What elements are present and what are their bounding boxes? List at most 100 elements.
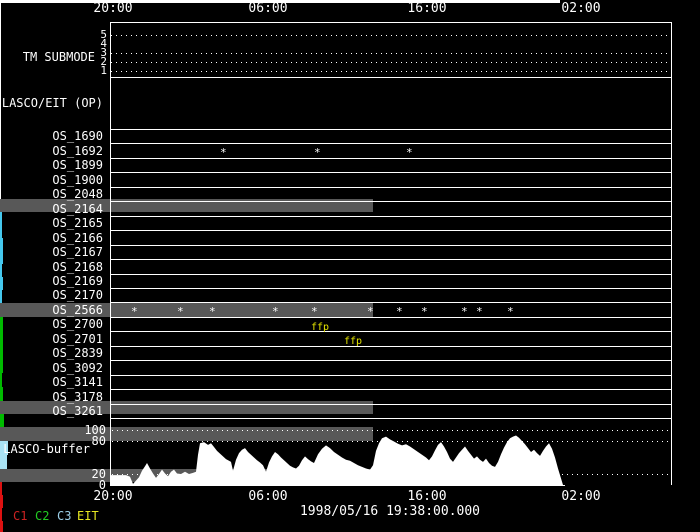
time-axis-tick bbox=[0, 27, 1, 32]
time-axis-tick bbox=[0, 155, 1, 160]
tm-level-label: 2 bbox=[100, 55, 107, 68]
tm-dotted-gridline bbox=[111, 53, 671, 54]
os-row-label: OS_1900 bbox=[52, 173, 103, 187]
os-row-label: OS_2164 bbox=[52, 202, 103, 216]
row-separator-line bbox=[110, 389, 672, 390]
buffer-gridline bbox=[112, 430, 671, 431]
tick-mark bbox=[0, 414, 4, 427]
buffer-baseline bbox=[110, 485, 565, 486]
row-separator-line bbox=[110, 259, 672, 260]
asterisk-marker: * bbox=[177, 305, 184, 318]
row-separator-line bbox=[110, 404, 672, 405]
os-row-label: OS_2165 bbox=[52, 216, 103, 230]
legend-item-c2: C2 bbox=[35, 509, 50, 523]
time-axis-tick bbox=[0, 184, 1, 189]
top-time-label: 20:00 bbox=[93, 1, 133, 16]
os-row-label: OS_1690 bbox=[52, 129, 103, 143]
os-row-label: OS_2839 bbox=[52, 346, 103, 360]
top-time-label: 02:00 bbox=[561, 1, 601, 16]
tick-mark bbox=[0, 331, 3, 345]
time-axis-tick bbox=[0, 66, 1, 71]
time-axis-tick bbox=[0, 22, 1, 27]
os-row-label: OS_3092 bbox=[52, 361, 103, 375]
time-axis-tick bbox=[0, 140, 1, 145]
time-axis-tick bbox=[0, 76, 1, 81]
os-row-label: OS_3141 bbox=[52, 375, 103, 389]
time-axis-tick bbox=[0, 125, 1, 130]
time-axis-tick bbox=[0, 32, 1, 37]
asterisk-marker: * bbox=[461, 305, 468, 318]
event-block bbox=[0, 455, 7, 469]
time-axis-tick bbox=[0, 86, 1, 91]
buffer-gridline bbox=[112, 474, 671, 475]
row-separator-line bbox=[110, 418, 672, 419]
asterisk-marker: * bbox=[311, 305, 318, 318]
asterisk-marker: * bbox=[507, 305, 514, 318]
tick-mark bbox=[0, 277, 3, 290]
tick-mark bbox=[0, 373, 2, 387]
time-axis-tick bbox=[0, 106, 1, 111]
time-axis-tick bbox=[0, 12, 1, 17]
top-time-label: 16:00 bbox=[407, 1, 447, 16]
row-separator-line bbox=[110, 288, 672, 289]
os-row-label: OS_3178 bbox=[52, 390, 103, 404]
bottom-time-label: 06:00 bbox=[248, 489, 288, 504]
asterisk-marker: * bbox=[131, 305, 138, 318]
buffer-ytick-label: 100 bbox=[84, 423, 106, 437]
tick-mark bbox=[0, 290, 2, 303]
bottom-time-label: 02:00 bbox=[561, 489, 601, 504]
time-axis-tick bbox=[0, 52, 1, 57]
row-separator-line bbox=[110, 317, 672, 318]
time-axis-tick bbox=[0, 47, 1, 52]
os-row-label: OS_2170 bbox=[52, 288, 103, 302]
time-axis-tick bbox=[0, 130, 1, 135]
tick-mark bbox=[0, 251, 3, 264]
row-separator-line bbox=[110, 172, 672, 173]
time-axis-tick bbox=[0, 189, 1, 194]
row-separator-line bbox=[110, 360, 672, 361]
buffer-ytick-label: 80 bbox=[91, 434, 106, 448]
time-axis-tick bbox=[0, 120, 1, 125]
time-axis-tick bbox=[0, 91, 1, 96]
top-time-label: 06:00 bbox=[248, 1, 288, 16]
lasco-buffer-label: LASCO-buffer bbox=[3, 442, 90, 456]
ffp-annotation: ffp bbox=[311, 322, 330, 333]
row-separator-line bbox=[110, 216, 672, 217]
tick-mark bbox=[0, 521, 3, 532]
tm-dotted-gridline bbox=[111, 35, 671, 36]
tick-mark bbox=[0, 508, 2, 521]
tm-level-label: 5 bbox=[100, 28, 107, 41]
tm-dotted-gridline bbox=[111, 71, 671, 72]
tm-dotted-gridline bbox=[111, 62, 671, 63]
asterisk-marker: * bbox=[476, 305, 483, 318]
buffer-ytick-label: 20 bbox=[91, 467, 106, 481]
row-separator-line bbox=[110, 230, 672, 231]
row-separator-line bbox=[110, 375, 672, 376]
observing-window-shade bbox=[0, 303, 373, 317]
os-row-label: OS_1899 bbox=[52, 158, 103, 172]
time-axis-tick bbox=[0, 37, 1, 42]
time-axis-tick bbox=[0, 42, 1, 47]
row-separator-line bbox=[110, 129, 672, 130]
tick-mark bbox=[0, 212, 2, 225]
os-row-label: OS_2700 bbox=[52, 317, 103, 331]
row-separator-line bbox=[110, 302, 672, 303]
legend-item-c1: C1 bbox=[13, 509, 28, 523]
tick-mark bbox=[0, 387, 3, 401]
row-separator-line bbox=[110, 274, 672, 275]
time-axis-tick bbox=[0, 150, 1, 155]
asterisk-marker: * bbox=[396, 305, 403, 318]
tick-mark bbox=[0, 264, 2, 277]
os-row-label: OS_2168 bbox=[52, 260, 103, 274]
plot-timestamp: 1998/05/16 19:38:00.000 bbox=[299, 504, 480, 519]
tm-level-label: 3 bbox=[100, 46, 107, 59]
os-row-label: OS_2166 bbox=[52, 231, 103, 245]
tick-mark bbox=[0, 495, 3, 508]
ffp-annotation: ffp bbox=[344, 336, 363, 347]
time-axis-tick bbox=[0, 101, 1, 106]
os-row-label: OS_2169 bbox=[52, 274, 103, 288]
time-axis-tick bbox=[0, 111, 1, 120]
os-row-label: OS_1692 bbox=[52, 144, 103, 158]
os-row-label: OS_2167 bbox=[52, 245, 103, 259]
